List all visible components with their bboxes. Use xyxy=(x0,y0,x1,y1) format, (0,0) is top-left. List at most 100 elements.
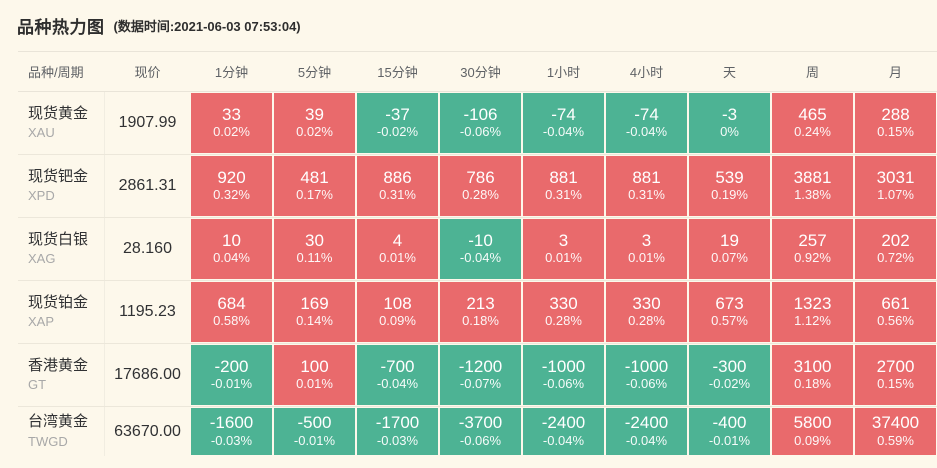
change-percent: -0.03% xyxy=(376,432,419,448)
product-cell[interactable]: 现货白银 XAG xyxy=(18,218,105,280)
page-title: 品种热力图 xyxy=(17,18,105,37)
table-row: 现货钯金 XPD 2861.31 920 0.32% 481 0.17% 886 0.31% 78… xyxy=(18,155,937,218)
product-cell[interactable]: 台湾黄金 TWGD xyxy=(18,407,105,456)
product-name: 台湾黄金 xyxy=(28,413,89,430)
change-value: -200 xyxy=(214,356,249,376)
product-code: XPD xyxy=(28,188,55,204)
product-name: 现货钯金 xyxy=(28,167,89,185)
column-header: 30分钟 xyxy=(460,65,501,80)
change-percent: 0.04% xyxy=(213,250,250,266)
change-value: 481 xyxy=(300,167,329,187)
change-percent: 0.58% xyxy=(213,313,250,329)
change-percent: -0.02% xyxy=(708,376,751,392)
heatmap-cell: 30 0.11% xyxy=(274,219,355,279)
change-percent: -0.04% xyxy=(376,376,419,392)
table-body: 现货黄金 XAU 1907.99 33 0.02% 39 0.02% -37 -0.02% -10… xyxy=(18,92,937,456)
change-value: 886 xyxy=(383,167,412,187)
heatmap-cell: 3031 1.07% xyxy=(855,156,936,216)
change-percent: -0.06% xyxy=(542,376,585,392)
change-percent: -0.06% xyxy=(459,432,502,448)
change-value: 881 xyxy=(632,167,661,187)
heatmap-cell: 3100 0.18% xyxy=(772,345,853,405)
table-row: 香港黄金 GT 17686.00 -200 -0.01% 100 0.01% -700 -0.0… xyxy=(18,344,937,407)
change-value: 1323 xyxy=(793,293,832,313)
current-price: 28.160 xyxy=(123,240,172,257)
product-cell[interactable]: 现货黄金 XAU xyxy=(18,92,105,154)
change-percent: 0.24% xyxy=(794,124,831,140)
title-bar: 品种热力图 (数据时间:2021-06-03 07:53:04) xyxy=(0,0,937,51)
change-value: 39 xyxy=(305,104,324,124)
product-name: 现货铂金 xyxy=(28,293,89,311)
heatmap-cell: 257 0.92% xyxy=(772,219,853,279)
change-value: 786 xyxy=(466,167,495,187)
heatmap-cell: 661 0.56% xyxy=(855,282,936,342)
current-price: 1195.23 xyxy=(119,303,176,320)
heatmap-cell: 881 0.31% xyxy=(606,156,687,216)
product-cell[interactable]: 现货钯金 XPD xyxy=(18,155,105,217)
column-header: 15分钟 xyxy=(377,65,418,80)
heatmap-cell: 539 0.19% xyxy=(689,156,770,216)
change-percent: 0.28% xyxy=(628,313,665,329)
product-code: TWGD xyxy=(28,433,68,449)
column-header: 现价 xyxy=(134,65,161,80)
change-value: 169 xyxy=(300,293,329,313)
heatmap-cell: 5800 0.09% xyxy=(772,408,853,455)
change-percent: -0.04% xyxy=(625,124,668,140)
change-percent: 0.32% xyxy=(213,187,250,203)
change-value: -106 xyxy=(463,104,498,124)
heatmap-table: 品种/周期 现价 1分钟 5分钟 15分钟 30分钟 1小时 4小时 天 周 月 现货黄金 XAU 19… xyxy=(18,51,937,456)
heatmap-cell: 37400 0.59% xyxy=(855,408,936,455)
change-value: 288 xyxy=(881,104,910,124)
heatmap-cell: -3 0% xyxy=(689,93,770,153)
change-percent: 1.12% xyxy=(794,313,831,329)
product-cell[interactable]: 现货铂金 XAP xyxy=(18,281,105,343)
product-cell[interactable]: 香港黄金 GT xyxy=(18,344,105,406)
current-price: 17686.00 xyxy=(114,366,181,383)
change-percent: -0.07% xyxy=(459,376,502,392)
change-value: -700 xyxy=(380,356,415,376)
data-timestamp: (数据时间:2021-06-03 07:53:04) xyxy=(113,19,301,34)
heatmap-cell: 330 0.28% xyxy=(523,282,604,342)
table-row: 现货黄金 XAU 1907.99 33 0.02% 39 0.02% -37 -0.02% -10… xyxy=(18,92,937,155)
product-code: XAP xyxy=(28,314,55,330)
change-percent: 0.31% xyxy=(379,187,416,203)
change-value: -2400 xyxy=(541,413,586,433)
heatmap-cell: -1000 -0.06% xyxy=(523,345,604,405)
heatmap-cell: -10 -0.04% xyxy=(440,219,521,279)
change-percent: 1.07% xyxy=(877,187,914,203)
column-header: 月 xyxy=(888,65,902,80)
change-percent: -0.02% xyxy=(376,124,419,140)
change-percent: 0.17% xyxy=(296,187,333,203)
change-value: -3 xyxy=(721,104,738,124)
change-percent: 0.07% xyxy=(711,250,748,266)
change-percent: 0% xyxy=(720,124,739,140)
change-value: 213 xyxy=(466,293,495,313)
current-price: 1907.99 xyxy=(118,114,177,131)
change-value: 661 xyxy=(881,293,910,313)
change-value: 920 xyxy=(217,167,246,187)
change-percent: -0.01% xyxy=(708,432,751,448)
change-percent: 0.15% xyxy=(877,376,914,392)
heatmap-cell: 673 0.57% xyxy=(689,282,770,342)
heatmap-cell: 3 0.01% xyxy=(523,219,604,279)
heatmap-cell: -700 -0.04% xyxy=(357,345,438,405)
product-name: 香港黄金 xyxy=(28,356,89,374)
change-value: 30 xyxy=(305,230,324,250)
table-row: 台湾黄金 TWGD 63670.00 -1600 -0.03% -500 -0.01% -17… xyxy=(18,407,937,456)
change-percent: -0.03% xyxy=(210,432,253,448)
change-value: 3 xyxy=(641,230,652,250)
heatmap-cell: 881 0.31% xyxy=(523,156,604,216)
change-value: 330 xyxy=(549,293,578,313)
change-value: 33 xyxy=(222,104,241,124)
column-header: 5分钟 xyxy=(297,65,332,80)
heatmap-cell: -2400 -0.04% xyxy=(606,408,687,455)
change-value: -1000 xyxy=(541,356,586,376)
column-header: 天 xyxy=(722,65,736,80)
change-percent: 0.28% xyxy=(462,187,499,203)
change-percent: 0.01% xyxy=(296,376,333,392)
change-value: -2400 xyxy=(624,413,669,433)
change-value: 257 xyxy=(798,230,827,250)
heatmap-cell: -3700 -0.06% xyxy=(440,408,521,455)
change-percent: -0.04% xyxy=(542,124,585,140)
heatmap-cell: -1700 -0.03% xyxy=(357,408,438,455)
